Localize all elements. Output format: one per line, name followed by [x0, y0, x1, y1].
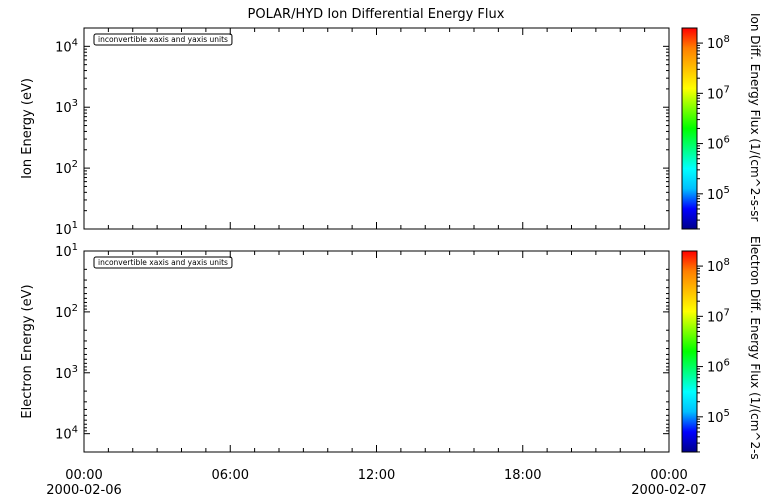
ion-panel: 101 102 103 104 Ion Energy (eV) inconvertible… — [20, 13, 762, 238]
y-tick-label: 103 — [55, 364, 78, 382]
colorbar — [681, 27, 698, 230]
x-tick-label: 12:00 — [358, 468, 395, 483]
y-tick-label: 101 — [55, 220, 78, 238]
no-data-message: inconvertible xaxis and yaxis units — [98, 258, 228, 267]
colorbar-label: Electron Diff. Energy Flux (1/(cm^2-s — [748, 236, 762, 460]
colorbar-label: Ion Diff. Energy Flux (1/(cm^2-s-sr — [748, 13, 762, 222]
colorbar-tick-label: 108 — [707, 34, 730, 52]
start-date-label: 2000-02-06 — [46, 483, 122, 498]
colorbar-tick-label: 106 — [707, 135, 730, 153]
y-tick-label: 102 — [55, 159, 78, 177]
colorbar-tick-label: 105 — [707, 408, 730, 426]
x-tick-label: 00:00 — [650, 468, 687, 483]
y-axis-label: Ion Energy (eV) — [20, 78, 35, 179]
x-tick-label: 00:00 — [65, 468, 102, 483]
electron-panel: 101 102 103 104 Electron Energy (eV) inconver… — [20, 236, 762, 460]
colorbar-tick-label: 107 — [707, 307, 730, 325]
no-data-message: inconvertible xaxis and yaxis units — [98, 35, 228, 44]
x-tick-label: 18:00 — [504, 468, 541, 483]
chart-title: POLAR/HYD Ion Differential Energy Flux — [248, 7, 505, 22]
colorbar-tick-label: 108 — [707, 257, 730, 275]
plot-frame — [83, 27, 670, 230]
colorbar-tick-label: 105 — [707, 185, 730, 203]
x-tick-label: 06:00 — [212, 468, 249, 483]
plot-frame — [83, 250, 670, 453]
message-box — [93, 256, 233, 269]
y-tick-label: 103 — [55, 98, 78, 116]
y-tick-label: 104 — [55, 425, 78, 443]
colorbar — [681, 250, 698, 453]
y-tick-label: 101 — [55, 242, 78, 260]
y-axis-label: Electron Energy (eV) — [20, 284, 35, 418]
message-box — [93, 33, 233, 46]
y-tick-label: 102 — [55, 303, 78, 321]
end-date-label: 2000-02-07 — [631, 483, 707, 498]
colorbar-tick-label: 106 — [707, 358, 730, 376]
y-tick-label: 104 — [55, 37, 78, 55]
colorbar-tick-label: 107 — [707, 84, 730, 102]
